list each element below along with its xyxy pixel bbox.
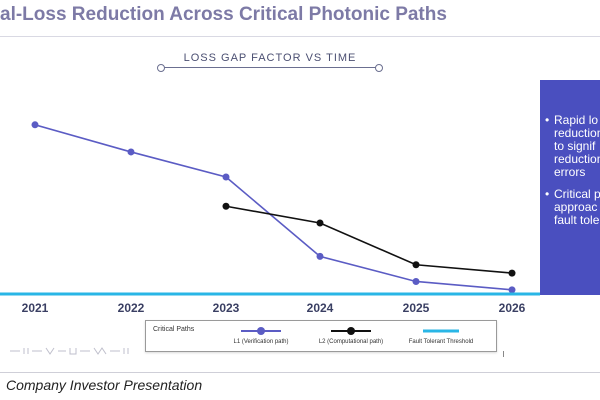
chart-header-rule (160, 67, 380, 68)
data-point-l2 (412, 261, 420, 269)
legend-item-l2: L2 (Computational path) (301, 325, 401, 347)
legend-label: L2 (Computational path) (318, 339, 384, 345)
legend-swatch-l2 (331, 327, 371, 335)
data-point-l2 (508, 269, 516, 277)
legend-label: Fault Tolerant Threshold (408, 339, 474, 345)
x-tick-label: 2026 (499, 301, 526, 315)
legend-swatch-l1 (241, 327, 281, 335)
footer-text: Company Investor Presentation (6, 377, 203, 393)
data-point-l1 (127, 148, 135, 156)
x-axis-labels: 2021 2022 2023 2024 2025 2026 (22, 301, 526, 315)
data-point-l2 (316, 219, 324, 227)
summary-bullet: Critical p approac fault tole (545, 188, 600, 227)
footer-tick (503, 351, 504, 357)
data-point-l1 (222, 173, 230, 181)
summary-bullet: Rapid lo reduction to signif reduction e… (545, 114, 600, 179)
chart-header: LOSS GAP FACTOR VS TIME (157, 48, 383, 72)
footer-divider (0, 372, 600, 373)
data-point-l2 (222, 202, 230, 210)
x-tick-label: 2023 (213, 301, 240, 315)
series-line-l2 (225, 205, 513, 274)
chart-title: LOSS GAP FACTOR VS TIME (183, 52, 357, 64)
chart-header-left-cap (157, 64, 165, 72)
x-tick-label: 2024 (307, 301, 334, 315)
data-point-l1 (412, 277, 420, 285)
slide-title: al-Loss Reduction Across Critical Photon… (0, 4, 447, 25)
x-tick-label: 2022 (118, 301, 145, 315)
decorative-circuit-pattern (10, 347, 129, 355)
x-tick-label: 2021 (22, 301, 49, 315)
legend-item-threshold: Fault Tolerant Threshold (391, 325, 491, 347)
title-divider (0, 36, 600, 37)
data-point-l1 (316, 252, 324, 260)
series-line-l1 (34, 124, 513, 291)
legend-label: L1 (Verification path) (233, 339, 289, 345)
series-layer (0, 121, 540, 296)
data-point-l1 (508, 286, 516, 294)
summary-panel: Rapid lo reduction to signif reduction e… (540, 80, 600, 295)
legend-title: Critical Paths (153, 326, 195, 333)
chart-header-right-cap (375, 64, 383, 72)
x-tick-label: 2025 (403, 301, 430, 315)
data-point-l1 (31, 121, 39, 129)
chart-legend: Critical Paths L1 (Verification path) L2… (145, 320, 497, 352)
legend-item-l1: L1 (Verification path) (211, 325, 311, 347)
line-chart: 2021 2022 2023 2024 2025 2026 (0, 121, 540, 315)
legend-swatch-threshold (423, 329, 459, 333)
